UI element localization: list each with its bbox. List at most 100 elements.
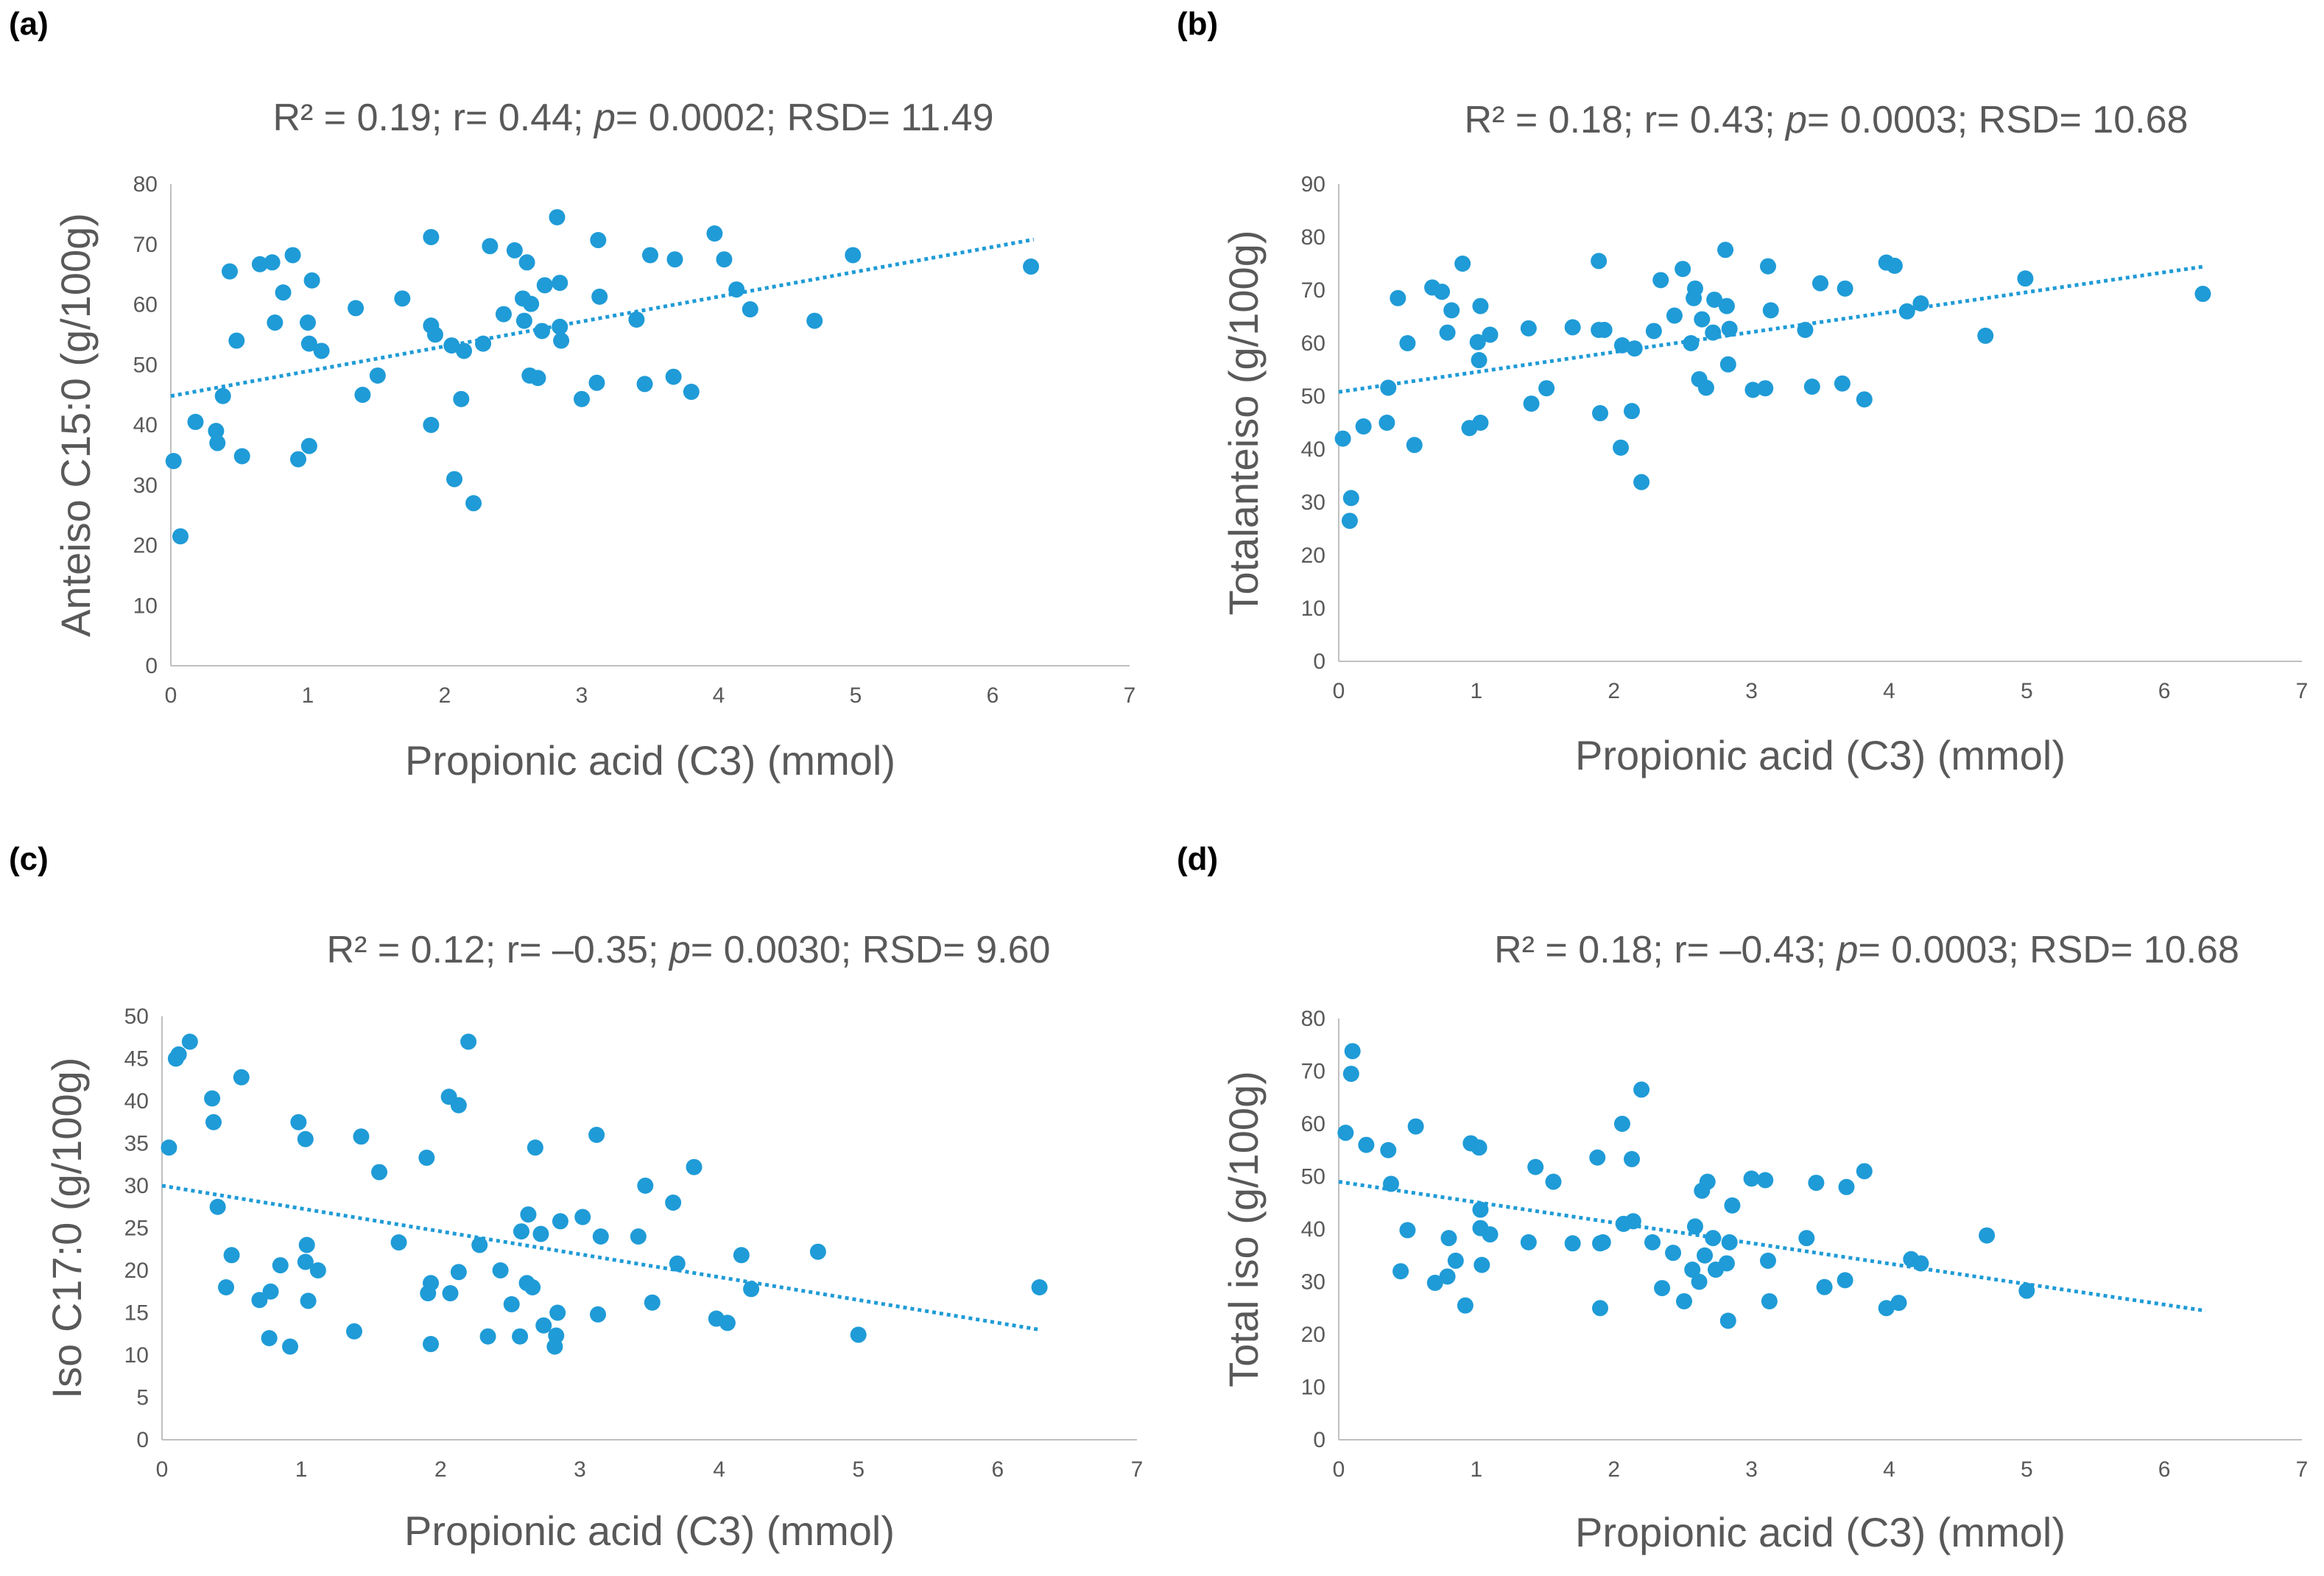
scatter-point <box>644 1294 661 1311</box>
x-tick-label: 5 <box>850 683 862 708</box>
x-axis-label: Propionic acid (C3) (mmol) <box>1575 1509 2066 1555</box>
scatter-point <box>1652 272 1669 289</box>
scatter-point <box>553 332 570 349</box>
x-tick-label: 6 <box>992 1457 1004 1482</box>
scatter-point <box>548 1327 565 1344</box>
scatter-point <box>1812 275 1828 292</box>
scatter-point <box>719 1315 736 1331</box>
scatter-point <box>2018 1282 2035 1299</box>
scatter-point <box>1890 1295 1907 1312</box>
x-tick-label: 7 <box>1131 1457 1144 1482</box>
x-tick-label: 7 <box>2296 679 2309 703</box>
scatter-point <box>300 335 317 352</box>
y-tick-label: 50 <box>1301 1165 1325 1189</box>
y-tick-label: 15 <box>124 1301 149 1326</box>
scatter-point <box>515 312 532 329</box>
x-tick-label: 1 <box>1471 1457 1483 1482</box>
y-tick-label: 70 <box>1301 278 1325 303</box>
scatter-point <box>282 1338 299 1355</box>
x-tick-label: 2 <box>434 1457 447 1482</box>
scatter-point <box>205 1114 222 1130</box>
scatter-point <box>1383 1175 1400 1192</box>
scatter-point <box>313 342 330 359</box>
x-tick-label: 4 <box>1883 679 1895 703</box>
scatter-point <box>1686 280 1703 297</box>
scatter-point <box>1407 1118 1424 1135</box>
scatter-point <box>1761 1292 1778 1309</box>
scatter-point <box>251 256 268 272</box>
scatter-point <box>1762 302 1779 319</box>
scatter-point <box>261 1330 278 1346</box>
scatter-point <box>549 1304 566 1321</box>
scatter-point <box>1589 1149 1606 1166</box>
y-tick-label: 90 <box>1301 172 1325 197</box>
scatter-point <box>669 1255 686 1272</box>
x-axis-label: Propionic acid (C3) (mmol) <box>405 737 895 784</box>
scatter-point <box>1591 253 1608 270</box>
scatter-point <box>1699 1173 1716 1190</box>
scatter-point <box>637 1178 654 1194</box>
y-tick-label: 30 <box>1301 490 1325 515</box>
chart-panel-4: 0 10 20 30 40 50 60 70 80 0 1 2 3 4 5 6 7 R² = 0.18; r= –… <box>1220 929 2308 1555</box>
scatter-point <box>809 1243 826 1260</box>
x-tick-label: 7 <box>1124 683 1136 708</box>
x-tick-label: 0 <box>165 683 177 708</box>
scatter-point <box>214 387 231 404</box>
scatter-point <box>423 228 440 245</box>
scatter-point <box>552 1213 568 1230</box>
scatter-point <box>354 387 371 404</box>
scatter-point <box>300 1292 317 1309</box>
scatter-point <box>1440 1230 1457 1247</box>
scatter-point <box>426 326 443 343</box>
y-tick-label: 70 <box>133 233 158 257</box>
scatter-point <box>1816 1278 1833 1295</box>
scatter-point <box>1759 258 1776 275</box>
scatter-point <box>1838 1178 1855 1195</box>
chart-panel-1: 0 10 20 30 40 50 60 70 80 0 1 2 3 4 5 6 7 R² = 0.19; r= 0… <box>52 96 1135 784</box>
scatter-point <box>520 1206 537 1223</box>
scatter-point <box>371 1164 388 1181</box>
scatter-point <box>1743 1170 1760 1187</box>
scatter-point <box>1439 324 1456 341</box>
scatter-point <box>1744 381 1761 398</box>
scatter-point <box>1592 405 1609 422</box>
scatter-point <box>1856 391 1873 408</box>
scatter-point <box>552 318 568 335</box>
chart-panel-2: 0 10 20 30 40 50 60 70 80 90 0 1 2 3 4 5 6 7 R² = 0.18; r=… <box>1220 99 2308 778</box>
scatter-point <box>300 314 316 331</box>
trend-line <box>1338 1180 2206 1313</box>
y-tick-label: 40 <box>1301 437 1325 462</box>
scatter-point <box>1757 1172 1774 1189</box>
scatter-point <box>1471 1139 1487 1156</box>
x-tick-label: 1 <box>302 683 314 708</box>
scatter-point <box>716 251 733 268</box>
scatter-point <box>348 300 365 317</box>
scatter-point <box>1834 375 1851 392</box>
scatter-point <box>1439 1268 1456 1285</box>
scatter-point <box>218 1279 235 1295</box>
scatter-point <box>289 451 306 468</box>
y-tick-label: 10 <box>124 1343 149 1368</box>
scatter-point <box>1719 1312 1736 1329</box>
scatter-point <box>442 1285 459 1302</box>
y-tick-label: 20 <box>133 534 158 558</box>
scatter-point <box>733 1247 750 1264</box>
panel-label-d: (d) <box>1177 841 1219 877</box>
scatter-point <box>272 1257 289 1274</box>
y-tick-label: 10 <box>1301 597 1325 621</box>
scatter-point <box>1564 319 1581 336</box>
scatter-point <box>506 242 523 258</box>
scatter-point <box>534 323 551 340</box>
scatter-point <box>2017 270 2034 287</box>
scatter-point <box>1392 1263 1409 1280</box>
scatter-point <box>228 332 245 349</box>
y-tick-label: 20 <box>124 1259 149 1283</box>
scatter-point <box>1717 242 1734 258</box>
scatter-point <box>492 1262 509 1278</box>
scatter-point <box>1697 379 1714 396</box>
x-axis-label: Propionic acid (C3) (mmol) <box>404 1508 895 1554</box>
scatter-point <box>209 1198 226 1215</box>
scatter-point <box>1337 1125 1354 1141</box>
scatter-point <box>482 238 499 255</box>
title-rest: = 0.0003; RSD= 10.68 <box>1807 99 2189 141</box>
